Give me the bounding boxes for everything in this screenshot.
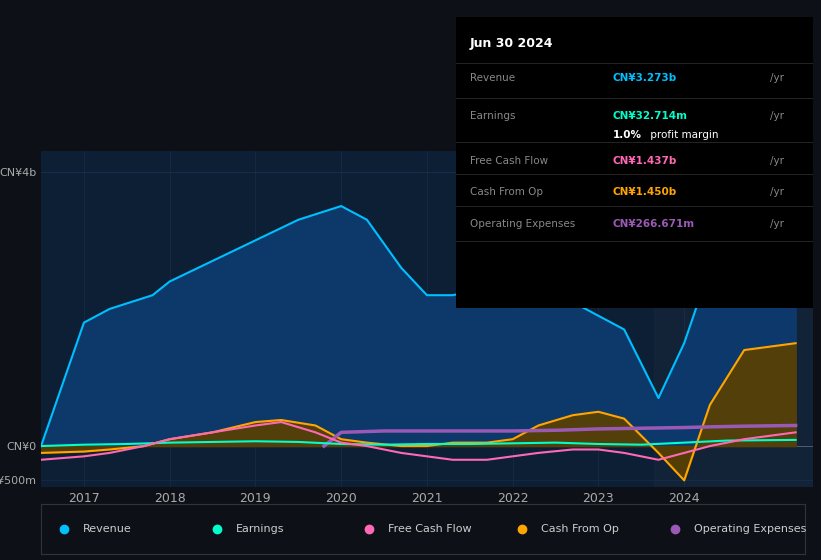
Text: CN¥32.714m: CN¥32.714m	[612, 111, 688, 121]
Text: Free Cash Flow: Free Cash Flow	[388, 524, 472, 534]
Text: CN¥3.273b: CN¥3.273b	[612, 73, 677, 83]
Text: /yr: /yr	[770, 218, 784, 228]
Text: Cash From Op: Cash From Op	[541, 524, 619, 534]
Text: CN¥266.671m: CN¥266.671m	[612, 218, 695, 228]
Text: Revenue: Revenue	[83, 524, 132, 534]
Bar	[654, 151, 813, 487]
Text: Operating Expenses: Operating Expenses	[694, 524, 806, 534]
Text: /yr: /yr	[770, 111, 784, 121]
Text: Earnings: Earnings	[236, 524, 284, 534]
Text: Free Cash Flow: Free Cash Flow	[470, 156, 548, 166]
Text: CN¥1.450b: CN¥1.450b	[612, 186, 677, 197]
Text: CN¥1.437b: CN¥1.437b	[612, 156, 677, 166]
Text: profit margin: profit margin	[647, 130, 718, 140]
Text: Revenue: Revenue	[470, 73, 515, 83]
Text: Jun 30 2024: Jun 30 2024	[470, 37, 553, 50]
Text: /yr: /yr	[770, 156, 784, 166]
Text: Operating Expenses: Operating Expenses	[470, 218, 576, 228]
Text: /yr: /yr	[770, 186, 784, 197]
Text: 1.0%: 1.0%	[612, 130, 642, 140]
Text: Earnings: Earnings	[470, 111, 516, 121]
Text: Cash From Op: Cash From Op	[470, 186, 543, 197]
Text: /yr: /yr	[770, 73, 784, 83]
